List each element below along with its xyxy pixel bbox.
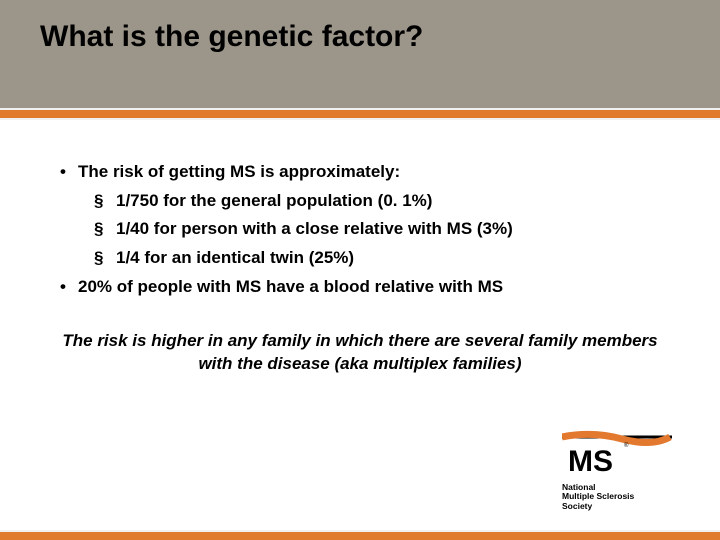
logo: MS ® National Multiple Sclerosis Society bbox=[562, 429, 682, 512]
sub-bullet-text: 1/4 for an identical twin (25%) bbox=[116, 246, 354, 271]
logo-caption-line: Society bbox=[562, 502, 682, 512]
page-title: What is the genetic factor? bbox=[40, 20, 423, 54]
slide: What is the genetic factor? • The risk o… bbox=[0, 0, 720, 540]
list-item: § 1/40 for person with a close relative … bbox=[60, 217, 660, 242]
divider-stripe-bottom bbox=[0, 530, 720, 540]
logo-letters: MS bbox=[568, 445, 613, 477]
square-bullet-icon: § bbox=[94, 217, 116, 242]
bullet-text: 20% of people with MS have a blood relat… bbox=[78, 275, 503, 300]
bullet-icon: • bbox=[60, 275, 78, 300]
divider-stripe-top bbox=[0, 108, 720, 120]
square-bullet-icon: § bbox=[94, 189, 116, 214]
bullet-text: The risk of getting MS is approximately: bbox=[78, 160, 400, 185]
list-item: § 1/750 for the general population (0. 1… bbox=[60, 189, 660, 214]
bullet-icon: • bbox=[60, 160, 78, 185]
list-item: § 1/4 for an identical twin (25%) bbox=[60, 246, 660, 271]
svg-text:®: ® bbox=[624, 442, 629, 449]
sub-bullet-text: 1/40 for person with a close relative wi… bbox=[116, 217, 513, 242]
list-item: • The risk of getting MS is approximatel… bbox=[60, 160, 660, 185]
logo-caption: National Multiple Sclerosis Society bbox=[562, 483, 682, 512]
callout-text: The risk is higher in any family in whic… bbox=[60, 330, 660, 376]
content-block: • The risk of getting MS is approximatel… bbox=[60, 160, 660, 303]
sub-bullet-text: 1/750 for the general population (0. 1%) bbox=[116, 189, 432, 214]
ms-logo-icon: MS ® bbox=[562, 429, 672, 477]
square-bullet-icon: § bbox=[94, 246, 116, 271]
list-item: • 20% of people with MS have a blood rel… bbox=[60, 275, 660, 300]
header-band bbox=[0, 0, 720, 108]
